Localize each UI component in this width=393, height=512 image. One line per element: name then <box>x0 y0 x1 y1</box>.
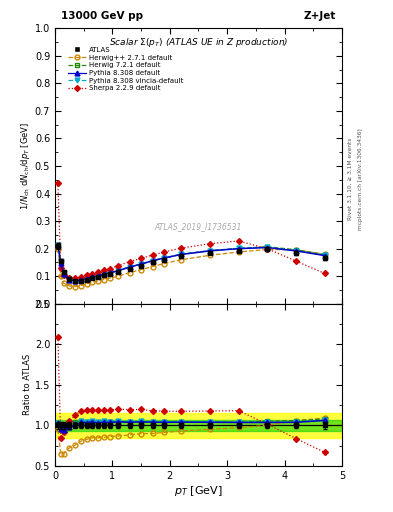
Text: 13000 GeV pp: 13000 GeV pp <box>61 11 143 22</box>
Bar <box>55 413 342 438</box>
Text: Scalar $\Sigma(p_T)$ (ATLAS UE in Z production): Scalar $\Sigma(p_T)$ (ATLAS UE in Z prod… <box>109 36 288 50</box>
Y-axis label: Ratio to ATLAS: Ratio to ATLAS <box>23 354 32 415</box>
Bar <box>55 420 342 431</box>
Text: Rivet 3.1.10, ≥ 3.1M events: Rivet 3.1.10, ≥ 3.1M events <box>348 138 353 220</box>
Text: mcplots.cern.ch [arXiv:1306.3436]: mcplots.cern.ch [arXiv:1306.3436] <box>358 129 363 230</box>
Text: ATLAS_2019_I1736531: ATLAS_2019_I1736531 <box>155 222 242 231</box>
Text: Z+Jet: Z+Jet <box>304 11 336 22</box>
Y-axis label: 1/$N_{\rm ch}$ d$N_{\rm ch}$/d$p_{T}$ [GeV]: 1/$N_{\rm ch}$ d$N_{\rm ch}$/d$p_{T}$ [G… <box>19 122 32 210</box>
Legend: ATLAS, Herwig++ 2.7.1 default, Herwig 7.2.1 default, Pythia 8.308 default, Pythi: ATLAS, Herwig++ 2.7.1 default, Herwig 7.… <box>67 46 185 93</box>
X-axis label: $p_T$ [GeV]: $p_T$ [GeV] <box>174 483 223 498</box>
